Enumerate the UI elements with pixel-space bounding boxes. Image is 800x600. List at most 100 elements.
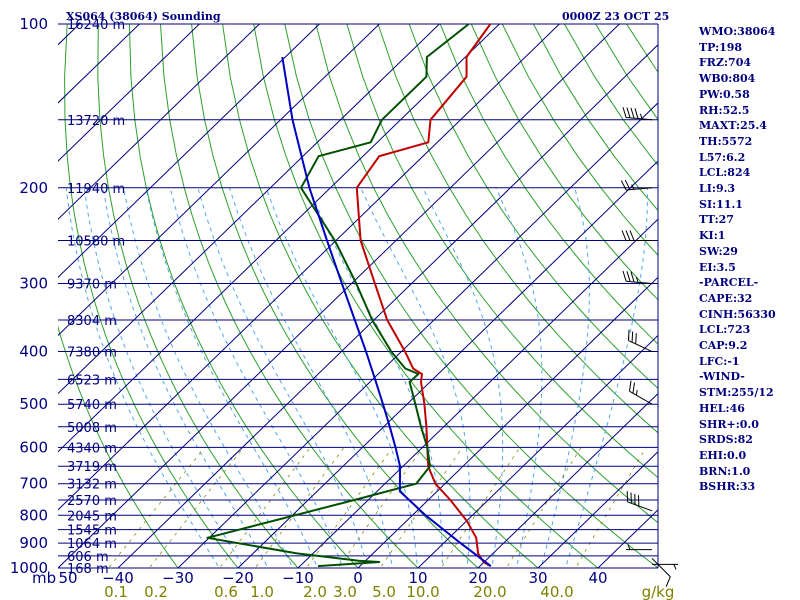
height-label: 1064 m bbox=[67, 537, 117, 552]
stability-index: CINH:56330 bbox=[699, 307, 776, 321]
wind-barb-flag bbox=[626, 271, 631, 282]
wind-barb-flag bbox=[635, 333, 637, 344]
height-label: 168 m bbox=[67, 562, 109, 577]
pressure-label: 800 bbox=[19, 506, 48, 524]
wind-barb bbox=[620, 179, 653, 191]
mixing-ratio-line bbox=[107, 447, 206, 568]
isotherm bbox=[58, 24, 621, 568]
isotherm bbox=[58, 24, 201, 162]
mixing-ratio-label: 20.0 bbox=[473, 583, 506, 600]
wind-barb-flag bbox=[621, 230, 627, 241]
wind-barb bbox=[626, 544, 652, 551]
wind-barb-flag bbox=[630, 271, 635, 283]
wind-barb-flag bbox=[625, 230, 631, 241]
wind-barb-flag bbox=[634, 108, 639, 119]
height-label: 4340 m bbox=[67, 441, 117, 456]
temperature-tick-label: 20 bbox=[468, 569, 487, 587]
wind-barb-staff bbox=[629, 390, 653, 405]
stability-index: SI:11.1 bbox=[699, 197, 743, 211]
dry-adiabat bbox=[408, 24, 658, 390]
wind-barb-staff bbox=[626, 117, 653, 121]
wind-barb-flag bbox=[632, 382, 635, 394]
mixing-ratio-line bbox=[379, 447, 463, 568]
isotherm bbox=[117, 44, 658, 568]
dry-adiabat bbox=[501, 24, 658, 256]
pressure-unit-label: mb bbox=[32, 569, 56, 587]
wind-barb-flag bbox=[622, 107, 627, 118]
wind-barb-flag bbox=[630, 107, 635, 119]
wind-barb-staff bbox=[651, 558, 671, 578]
wind-barb-flag bbox=[626, 107, 631, 119]
stability-index: CAPE:32 bbox=[699, 291, 753, 305]
height-label: 606 m bbox=[67, 550, 109, 565]
isotherm bbox=[58, 24, 321, 278]
mixing-ratio-label: 1.0 bbox=[250, 583, 274, 600]
isotherm bbox=[297, 218, 658, 568]
stability-index: LCL:824 bbox=[699, 166, 751, 180]
wind-barb-staff bbox=[626, 187, 653, 191]
pressure-label: 1000 bbox=[10, 559, 48, 577]
dry-adiabat bbox=[97, 24, 299, 568]
temperature-tick-label: −30 bbox=[162, 569, 194, 587]
dry-adiabat bbox=[377, 24, 658, 434]
wind-barb bbox=[621, 230, 652, 241]
temperature-tick-label: −20 bbox=[222, 569, 254, 587]
moist-adiabat bbox=[197, 187, 368, 568]
isotherm bbox=[0, 12, 32, 580]
temperature-tick-label: 10 bbox=[408, 569, 427, 587]
sounding-profiles bbox=[206, 24, 492, 568]
wind-barb-flag bbox=[629, 230, 635, 241]
height-label: 5008 m bbox=[67, 421, 117, 436]
height-label: 3132 m bbox=[67, 478, 117, 493]
temperature-tick-label: 40 bbox=[588, 569, 607, 587]
sounding-time: 0000Z 23 OCT 25 bbox=[562, 10, 669, 23]
pressure-label: 900 bbox=[19, 534, 48, 552]
wind-barb-flag bbox=[624, 179, 631, 190]
isotherm bbox=[58, 24, 561, 511]
wind-barb-half-flag bbox=[673, 564, 677, 570]
dry-adiabat bbox=[315, 24, 658, 524]
stability-index: LFC:-1 bbox=[699, 354, 740, 368]
stability-index: MAXT:25.4 bbox=[699, 119, 767, 133]
stability-index: WMO:38064 bbox=[699, 25, 776, 38]
wind-barb-flag bbox=[622, 270, 627, 282]
stability-index: HEL:46 bbox=[699, 401, 745, 415]
pressure-label: 700 bbox=[19, 475, 48, 493]
mixing-ratio-line bbox=[505, 447, 582, 568]
temperature-tick-label: 30 bbox=[528, 569, 547, 587]
temperature-profile bbox=[355, 24, 492, 567]
moist-adiabat bbox=[422, 187, 504, 568]
mixing-ratio-line bbox=[148, 447, 244, 568]
moist-adiabat bbox=[495, 187, 543, 568]
stability-index: STM:255/12 bbox=[699, 386, 774, 400]
moist-adiabat bbox=[265, 187, 418, 568]
wind-barb-staff bbox=[626, 280, 653, 285]
stability-index: WB0:804 bbox=[699, 72, 756, 86]
stability-index: CAP:9.2 bbox=[699, 339, 748, 353]
isotherm bbox=[237, 160, 658, 568]
mixing-ratio-line bbox=[254, 447, 345, 568]
wind-barb-half-flag bbox=[635, 389, 638, 396]
moist-adiabat bbox=[145, 187, 319, 568]
stability-index: BRN:1.0 bbox=[699, 464, 751, 478]
moist-adiabat bbox=[102, 187, 269, 568]
isobars bbox=[58, 23, 658, 569]
wind-barb bbox=[652, 563, 678, 570]
wind-barb-flag bbox=[620, 180, 627, 191]
pressure-label: 100 bbox=[19, 15, 48, 33]
mixing-ratio-label: g/kg bbox=[642, 583, 675, 600]
moist-adiabat bbox=[83, 187, 245, 568]
height-label: 3719 m bbox=[67, 460, 117, 475]
stability-index: RH:52.5 bbox=[699, 103, 750, 117]
pressure-label: 600 bbox=[19, 438, 48, 456]
wind-barb bbox=[651, 558, 671, 587]
wind-barb-staff bbox=[627, 501, 653, 512]
stability-index: TH:5572 bbox=[699, 134, 753, 148]
stability-index: -PARCEL- bbox=[699, 276, 759, 290]
station-title: XS064 (38064) Sounding bbox=[66, 10, 221, 23]
dry-adiabat bbox=[470, 24, 658, 301]
moist-adiabat bbox=[123, 187, 294, 568]
dry-adiabat bbox=[58, 325, 179, 568]
